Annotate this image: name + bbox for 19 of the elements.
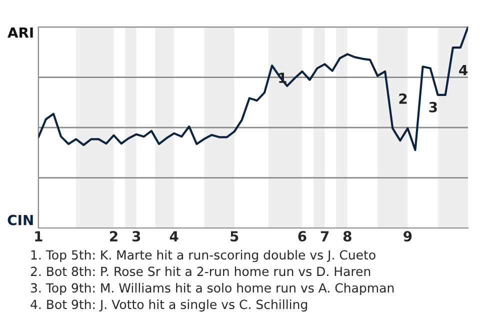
text: ARI xyxy=(8,27,33,38)
text: 2. Bot 8th: P. Rose Sr hit a 2-run home run vs D. Haren xyxy=(30,266,370,276)
x-tick-label: 3 xyxy=(132,231,140,242)
x-tick-label: 4 xyxy=(170,231,178,242)
x-tick-label: 9 xyxy=(404,231,412,242)
x-tick-label: 6 xyxy=(298,231,306,242)
text: 1. Top 5th: K. Marte hit a run-scoring double vs J. Cueto xyxy=(31,250,376,262)
annotation: 4 xyxy=(459,64,468,76)
text: 4. Bot 9th: J. Votto hit a single vs C. Schilling xyxy=(30,299,308,312)
text: 3. Top 9th: M. Williams hit a solo home run vs A. Chapman xyxy=(30,282,394,296)
x-tick-label: 7 xyxy=(320,231,329,242)
annotation: 2 xyxy=(399,93,407,104)
text: CIN xyxy=(8,214,33,226)
annotation: 1 xyxy=(279,72,286,83)
annotation: 3 xyxy=(429,102,437,112)
x-tick-label: 8 xyxy=(343,231,352,242)
x-tick-label: 1 xyxy=(35,231,42,242)
x-tick-label: 5 xyxy=(230,231,238,242)
x-tick-label: 2 xyxy=(110,231,118,242)
